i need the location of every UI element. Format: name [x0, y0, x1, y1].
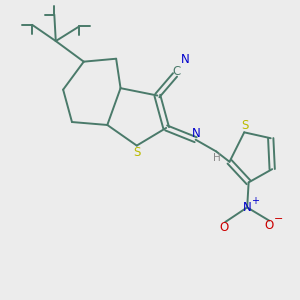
Text: +: +: [251, 196, 260, 206]
Text: −: −: [274, 214, 284, 224]
Text: N: N: [192, 127, 201, 140]
Text: O: O: [264, 220, 273, 232]
Text: O: O: [219, 221, 228, 234]
Text: S: S: [134, 146, 141, 159]
Text: N: N: [181, 53, 189, 66]
Text: H: H: [213, 153, 221, 163]
Text: N: N: [243, 201, 251, 214]
Text: S: S: [241, 119, 248, 132]
Text: C: C: [172, 65, 180, 78]
